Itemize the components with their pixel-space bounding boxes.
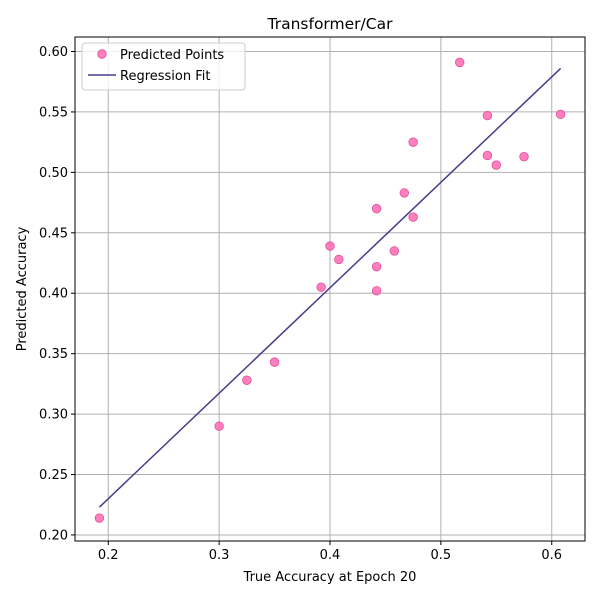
data-point xyxy=(325,241,335,251)
y-tick-label: 0.45 xyxy=(39,226,68,241)
y-tick-label: 0.50 xyxy=(39,166,68,181)
y-axis-ticks: 0.20 0.25 0.30 0.35 0.40 0.45 0.50 0.55 0.60 xyxy=(39,45,75,543)
y-tick-label: 0.30 xyxy=(39,408,68,423)
data-point xyxy=(371,203,382,214)
y-tick-label: 0.40 xyxy=(39,287,68,302)
legend-marker-points xyxy=(97,49,107,59)
legend: Predicted Points Regression Fit xyxy=(81,42,246,91)
legend-label-points: Predicted Points xyxy=(120,48,224,63)
data-point xyxy=(399,188,409,198)
data-point xyxy=(389,246,400,256)
x-axis-ticks: 0.2 0.3 0.4 0.5 0.6 xyxy=(98,541,562,563)
data-point xyxy=(408,137,418,147)
data-point xyxy=(242,375,252,385)
legend-label-regression: Regression Fit xyxy=(120,69,210,84)
y-tick-label: 0.60 xyxy=(39,45,68,60)
data-point xyxy=(371,261,382,272)
data-point xyxy=(555,109,566,120)
y-tick-label: 0.20 xyxy=(39,528,68,543)
y-axis-label: Predicted Accuracy xyxy=(15,226,30,351)
y-tick-label: 0.25 xyxy=(39,468,68,483)
data-point xyxy=(316,282,326,292)
data-point xyxy=(482,110,493,121)
x-tick-label: 0.4 xyxy=(320,548,341,563)
regression-layer xyxy=(98,67,562,508)
data-point xyxy=(482,150,493,161)
chart-title: Transformer/Car xyxy=(267,15,394,33)
x-tick-label: 0.3 xyxy=(209,548,230,563)
data-point xyxy=(269,357,280,367)
x-tick-label: 0.5 xyxy=(431,548,452,563)
data-point xyxy=(334,254,344,265)
regression-line xyxy=(98,67,562,508)
data-point xyxy=(491,160,502,170)
data-point xyxy=(519,151,529,162)
x-tick-label: 0.2 xyxy=(98,548,119,563)
x-axis-label: True Accuracy at Epoch 20 xyxy=(243,570,417,585)
data-point xyxy=(455,57,465,68)
data-point xyxy=(408,212,418,222)
data-point xyxy=(94,513,105,523)
x-tick-label: 0.6 xyxy=(541,548,562,563)
points-layer xyxy=(94,57,566,523)
grid xyxy=(75,37,585,541)
data-point xyxy=(214,421,224,431)
data-point xyxy=(371,286,382,296)
legend-box xyxy=(81,42,246,91)
y-tick-label: 0.35 xyxy=(39,347,68,362)
y-tick-label: 0.55 xyxy=(39,105,68,120)
